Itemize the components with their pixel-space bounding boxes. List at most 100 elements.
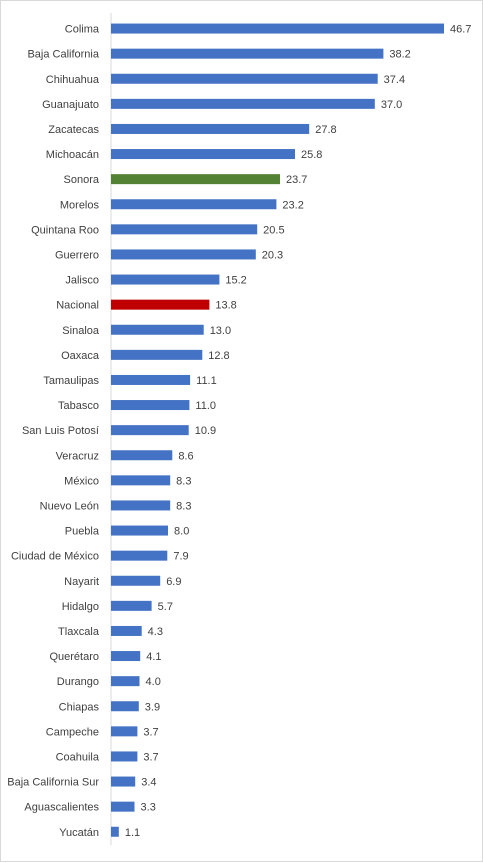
value-label-oaxaca: 12.8 (208, 350, 229, 362)
bar-durango (111, 676, 140, 687)
category-label-ciudad-de-mexico: Ciudad de México (11, 551, 99, 563)
bar-tabasco (111, 400, 190, 411)
category-label-campeche: Campeche (46, 726, 99, 738)
bar-nayarit (111, 575, 161, 586)
category-label-san-luis-potosi: San Luis Potosí (22, 425, 99, 437)
bar-oaxaca (111, 349, 203, 360)
category-label-nayarit: Nayarit (64, 576, 99, 588)
category-label-jalisco: Jalisco (65, 275, 99, 287)
category-label-oaxaca: Oaxaca (61, 350, 100, 362)
value-label-aguascalientes: 3.3 (141, 802, 156, 814)
value-label-tlaxcala: 4.3 (148, 626, 163, 638)
value-label-campeche: 3.7 (143, 726, 158, 738)
category-label-chihuahua: Chihuahua (46, 74, 100, 86)
bar-baja-california (111, 48, 384, 59)
category-label-tamaulipas: Tamaulipas (43, 375, 99, 387)
value-label-jalisco: 15.2 (225, 275, 246, 287)
value-label-coahuila: 3.7 (143, 751, 158, 763)
bar-coahuila (111, 751, 138, 762)
value-label-nayarit: 6.9 (166, 576, 181, 588)
bar-chiapas (111, 701, 139, 712)
category-label-colima: Colima (65, 24, 100, 36)
bar-san-luis-potosi (111, 425, 189, 436)
value-label-morelos: 23.2 (282, 199, 303, 211)
value-label-guerrero: 20.3 (262, 249, 283, 261)
category-label-baja-california: Baja California (27, 49, 99, 61)
value-label-chihuahua: 37.4 (384, 74, 405, 86)
value-label-baja-california: 38.2 (389, 49, 410, 61)
category-label-guanajuato: Guanajuato (42, 99, 99, 111)
category-label-durango: Durango (57, 676, 99, 688)
value-label-mexico: 8.3 (176, 475, 191, 487)
category-label-yucatan: Yucatán (59, 827, 99, 839)
value-label-quintana-roo: 20.5 (263, 224, 284, 236)
bar-guanajuato (111, 98, 375, 109)
value-label-veracruz: 8.6 (178, 450, 193, 462)
category-label-puebla: Puebla (65, 526, 100, 538)
bar-puebla (111, 525, 168, 536)
category-label-coahuila: Coahuila (56, 751, 100, 763)
value-label-hidalgo: 5.7 (158, 601, 173, 613)
bar-tlaxcala (111, 625, 142, 636)
value-label-tamaulipas: 11.1 (196, 375, 217, 387)
value-label-queretaro: 4.1 (146, 651, 161, 663)
bar-veracruz (111, 450, 173, 461)
category-label-aguascalientes: Aguascalientes (24, 802, 99, 814)
value-label-ciudad-de-mexico: 7.9 (173, 551, 188, 563)
bar-hidalgo (111, 600, 152, 611)
category-label-guerrero: Guerrero (55, 249, 99, 261)
value-label-nuevo-leon: 8.3 (176, 500, 191, 512)
category-label-michoacan: Michoacán (46, 149, 99, 161)
value-label-puebla: 8.0 (174, 526, 189, 538)
value-label-san-luis-potosi: 10.9 (195, 425, 216, 437)
bar-guerrero (111, 249, 256, 260)
bar-aguascalientes (111, 801, 135, 812)
category-label-sinaloa: Sinaloa (62, 325, 100, 337)
category-label-zacatecas: Zacatecas (48, 124, 99, 136)
bar-queretaro (111, 651, 141, 662)
bar-baja-california-sur (111, 776, 136, 787)
bar-zacatecas (111, 123, 310, 134)
category-label-tlaxcala: Tlaxcala (58, 626, 100, 638)
category-label-sonora: Sonora (64, 174, 100, 186)
value-label-zacatecas: 27.8 (315, 124, 336, 136)
bar-nuevo-leon (111, 500, 171, 511)
category-label-chiapas: Chiapas (59, 701, 100, 713)
value-label-sonora: 23.7 (286, 174, 307, 186)
bar-mexico (111, 475, 171, 486)
category-label-morelos: Morelos (60, 199, 100, 211)
value-label-baja-california-sur: 3.4 (141, 777, 156, 789)
bar-campeche (111, 726, 138, 737)
category-label-baja-california-sur: Baja California Sur (7, 777, 99, 789)
bar-quintana-roo (111, 224, 258, 235)
value-label-yucatan: 1.1 (125, 827, 140, 839)
bar-nacional (111, 299, 210, 310)
bar-ciudad-de-mexico (111, 550, 168, 561)
category-label-veracruz: Veracruz (56, 450, 99, 462)
bar-tamaulipas (111, 374, 191, 385)
value-label-durango: 4.0 (146, 676, 161, 688)
bar-jalisco (111, 274, 220, 285)
category-label-nacional: Nacional (56, 300, 99, 312)
bar-yucatan (111, 826, 119, 837)
category-label-nuevo-leon: Nuevo León (40, 500, 99, 512)
value-label-colima: 46.7 (450, 24, 471, 36)
category-label-quintana-roo: Quintana Roo (31, 224, 99, 236)
category-label-hidalgo: Hidalgo (62, 601, 99, 613)
bar-sinaloa (111, 324, 204, 335)
value-label-guanajuato: 37.0 (381, 99, 402, 111)
bar-chihuahua (111, 73, 378, 84)
value-label-sinaloa: 13.0 (210, 325, 231, 337)
category-label-tabasco: Tabasco (58, 400, 99, 412)
value-label-michoacan: 25.8 (301, 149, 322, 161)
value-label-nacional: 13.8 (215, 300, 236, 312)
category-label-queretaro: Querétaro (49, 651, 99, 663)
bar-colima (111, 23, 444, 34)
bar-sonora (111, 174, 280, 185)
bar-morelos (111, 199, 277, 210)
category-label-mexico: México (64, 475, 99, 487)
bar-michoacan (111, 149, 295, 160)
value-label-tabasco: 11.0 (195, 400, 216, 412)
